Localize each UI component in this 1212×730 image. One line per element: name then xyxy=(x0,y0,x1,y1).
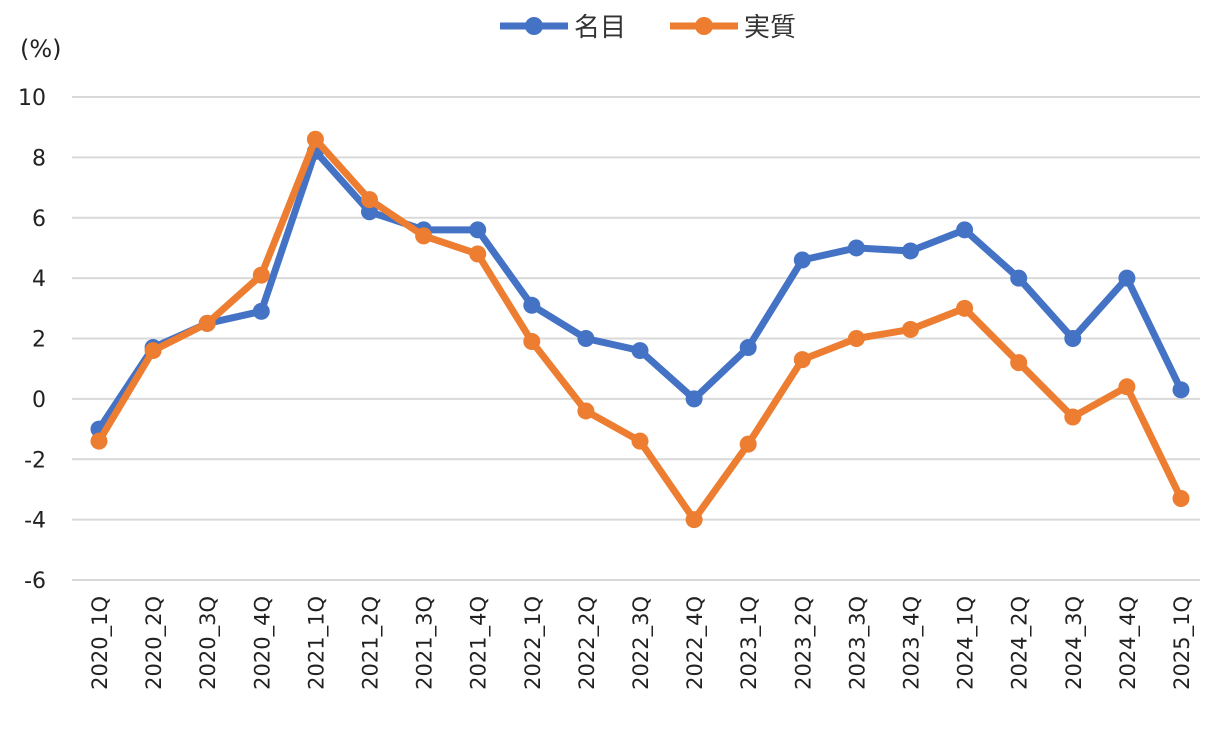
legend-label: 実質 xyxy=(744,13,796,43)
y-tick-label: 10 xyxy=(18,86,46,111)
data-point xyxy=(469,221,487,239)
data-point xyxy=(577,330,595,347)
data-point xyxy=(469,245,487,263)
y-tick-label: 6 xyxy=(32,207,46,232)
legend-label: 名目 xyxy=(574,13,626,43)
data-point xyxy=(902,320,919,338)
data-point xyxy=(252,302,270,320)
data-point xyxy=(847,330,865,347)
series-lines xyxy=(90,130,1190,529)
legend-item: 実質 xyxy=(670,13,796,43)
data-point xyxy=(361,203,378,221)
x-tick-label: 2020_3Q xyxy=(196,596,221,690)
x-tick-label: 2023_1Q xyxy=(737,596,762,690)
x-tick-label: 2023_3Q xyxy=(845,596,870,690)
data-point xyxy=(956,221,974,239)
x-tick-label: 2024_2Q xyxy=(1008,596,1033,690)
data-point xyxy=(523,333,541,351)
y-tick-label: -4 xyxy=(24,509,46,534)
data-point xyxy=(1010,354,1028,372)
data-point xyxy=(90,432,108,450)
x-axis-ticks: 2020_1Q 2020_2Q 2020_3Q 2020_4Q 2021_1Q 2021_… xyxy=(88,596,1195,690)
data-point xyxy=(847,239,865,257)
y-axis-unit-label: (%) xyxy=(20,35,62,63)
x-tick-label: 2021_3Q xyxy=(413,596,438,690)
y-tick-label: 4 xyxy=(32,267,46,292)
x-tick-label: 2023_4Q xyxy=(900,596,925,690)
y-tick-label: 2 xyxy=(32,328,46,353)
data-point xyxy=(361,191,378,209)
legend-marker xyxy=(525,17,543,35)
data-point xyxy=(685,511,703,529)
series-line xyxy=(95,147,1185,433)
x-tick-label: 2022_2Q xyxy=(575,596,600,690)
x-tick-label: 2021_1Q xyxy=(304,596,329,690)
x-tick-label: 2022_3Q xyxy=(629,596,654,690)
data-point xyxy=(198,314,216,332)
x-tick-label: 2021_4Q xyxy=(467,596,492,690)
x-tick-label: 2024_3Q xyxy=(1062,596,1087,690)
x-tick-label: 2020_1Q xyxy=(88,596,113,690)
data-point xyxy=(739,435,757,453)
x-tick-label: 2022_1Q xyxy=(521,596,546,690)
x-tick-label: 2020_2Q xyxy=(142,596,167,690)
data-point xyxy=(415,227,433,245)
data-point xyxy=(739,339,757,357)
y-tick-label: -2 xyxy=(24,448,46,473)
legend-item: 名目 xyxy=(500,13,626,43)
data-point xyxy=(685,390,703,408)
data-point xyxy=(523,296,541,314)
x-tick-label: 2022_4Q xyxy=(683,596,708,690)
data-point xyxy=(1118,378,1136,396)
data-point xyxy=(1064,408,1082,426)
y-tick-label: 0 xyxy=(32,388,46,413)
series-line xyxy=(95,135,1185,524)
series-1 xyxy=(90,142,1190,438)
legend: 名目 実質 xyxy=(500,13,796,43)
data-point xyxy=(1172,381,1190,399)
data-point xyxy=(793,251,811,269)
data-point xyxy=(252,266,270,284)
x-tick-label: 2021_2Q xyxy=(359,596,384,690)
legend-marker xyxy=(695,17,713,35)
data-point xyxy=(577,402,595,420)
x-tick-label: 2024_1Q xyxy=(954,596,979,690)
data-point xyxy=(1172,489,1190,507)
data-point xyxy=(144,342,162,360)
x-tick-label: 2025_1Q xyxy=(1170,596,1195,690)
data-point xyxy=(631,432,649,450)
x-tick-label: 2023_2Q xyxy=(791,596,816,690)
x-tick-label: 2020_4Q xyxy=(250,596,275,690)
y-tick-label: -6 xyxy=(24,569,46,594)
y-tick-label: 8 xyxy=(32,146,46,171)
data-point xyxy=(1064,330,1082,347)
gridlines xyxy=(72,96,1200,581)
series-2 xyxy=(90,130,1190,529)
data-point xyxy=(1118,269,1136,287)
x-tick-label: 2024_4Q xyxy=(1116,596,1141,690)
data-point xyxy=(902,242,919,260)
data-point xyxy=(1010,269,1028,287)
data-point xyxy=(306,130,324,148)
data-point xyxy=(956,299,974,317)
data-point xyxy=(793,351,811,369)
y-axis-ticks: 10 8 6 4 2 0 -2 -4 -6 xyxy=(18,86,46,594)
data-point xyxy=(631,342,649,360)
